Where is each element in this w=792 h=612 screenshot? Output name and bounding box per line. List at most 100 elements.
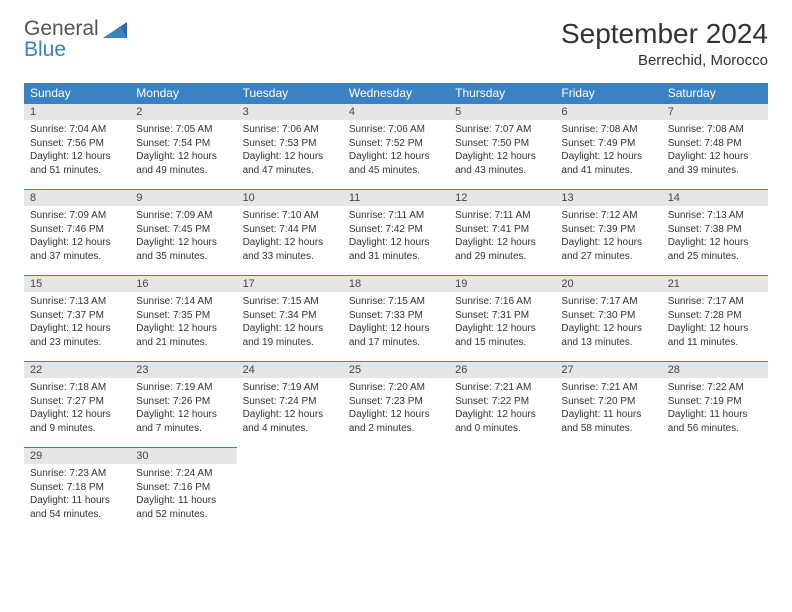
sunrise-text: Sunrise: 7:20 AM xyxy=(349,381,443,395)
sunrise-text: Sunrise: 7:21 AM xyxy=(455,381,549,395)
sunset-text: Sunset: 7:26 PM xyxy=(136,395,230,409)
daylight-text: Daylight: 12 hours and 25 minutes. xyxy=(668,236,762,263)
sunset-text: Sunset: 7:34 PM xyxy=(243,309,337,323)
day-number: 10 xyxy=(237,189,343,206)
day-body: Sunrise: 7:24 AMSunset: 7:16 PMDaylight:… xyxy=(130,464,236,525)
calendar-cell: 30Sunrise: 7:24 AMSunset: 7:16 PMDayligh… xyxy=(130,447,236,533)
day-header: Wednesday xyxy=(343,83,449,103)
day-number: 27 xyxy=(555,361,661,378)
sunset-text: Sunset: 7:38 PM xyxy=(668,223,762,237)
sunset-text: Sunset: 7:33 PM xyxy=(349,309,443,323)
day-number: 21 xyxy=(662,275,768,292)
calendar-cell: 23Sunrise: 7:19 AMSunset: 7:26 PMDayligh… xyxy=(130,361,236,447)
calendar-cell: 11Sunrise: 7:11 AMSunset: 7:42 PMDayligh… xyxy=(343,189,449,275)
sunrise-text: Sunrise: 7:22 AM xyxy=(668,381,762,395)
calendar-cell: 26Sunrise: 7:21 AMSunset: 7:22 PMDayligh… xyxy=(449,361,555,447)
sunset-text: Sunset: 7:39 PM xyxy=(561,223,655,237)
day-body: Sunrise: 7:10 AMSunset: 7:44 PMDaylight:… xyxy=(237,206,343,267)
sunrise-text: Sunrise: 7:11 AM xyxy=(349,209,443,223)
day-header: Saturday xyxy=(662,83,768,103)
sunrise-text: Sunrise: 7:09 AM xyxy=(30,209,124,223)
calendar-cell: . xyxy=(449,447,555,533)
calendar-cell: 22Sunrise: 7:18 AMSunset: 7:27 PMDayligh… xyxy=(24,361,130,447)
calendar-cell: 15Sunrise: 7:13 AMSunset: 7:37 PMDayligh… xyxy=(24,275,130,361)
calendar-cell: 12Sunrise: 7:11 AMSunset: 7:41 PMDayligh… xyxy=(449,189,555,275)
day-number: 25 xyxy=(343,361,449,378)
day-number: 2 xyxy=(130,103,236,120)
logo-text: General Blue xyxy=(24,18,99,60)
sunset-text: Sunset: 7:42 PM xyxy=(349,223,443,237)
day-body: Sunrise: 7:19 AMSunset: 7:26 PMDaylight:… xyxy=(130,378,236,439)
day-body: Sunrise: 7:15 AMSunset: 7:34 PMDaylight:… xyxy=(237,292,343,353)
day-body: Sunrise: 7:09 AMSunset: 7:45 PMDaylight:… xyxy=(130,206,236,267)
day-body: Sunrise: 7:22 AMSunset: 7:19 PMDaylight:… xyxy=(662,378,768,439)
daylight-text: Daylight: 11 hours and 52 minutes. xyxy=(136,494,230,521)
day-number: 5 xyxy=(449,103,555,120)
sunset-text: Sunset: 7:18 PM xyxy=(30,481,124,495)
day-body: Sunrise: 7:20 AMSunset: 7:23 PMDaylight:… xyxy=(343,378,449,439)
daylight-text: Daylight: 12 hours and 31 minutes. xyxy=(349,236,443,263)
location: Berrechid, Morocco xyxy=(561,52,768,69)
day-header-row: Sunday Monday Tuesday Wednesday Thursday… xyxy=(24,83,768,103)
day-number: 13 xyxy=(555,189,661,206)
day-header: Monday xyxy=(130,83,236,103)
daylight-text: Daylight: 12 hours and 45 minutes. xyxy=(349,150,443,177)
calendar-cell: 2Sunrise: 7:05 AMSunset: 7:54 PMDaylight… xyxy=(130,103,236,189)
day-body: Sunrise: 7:17 AMSunset: 7:30 PMDaylight:… xyxy=(555,292,661,353)
daylight-text: Daylight: 12 hours and 17 minutes. xyxy=(349,322,443,349)
sunset-text: Sunset: 7:50 PM xyxy=(455,137,549,151)
day-body: Sunrise: 7:13 AMSunset: 7:38 PMDaylight:… xyxy=(662,206,768,267)
calendar-cell: 18Sunrise: 7:15 AMSunset: 7:33 PMDayligh… xyxy=(343,275,449,361)
day-number: 12 xyxy=(449,189,555,206)
day-number: 14 xyxy=(662,189,768,206)
daylight-text: Daylight: 12 hours and 49 minutes. xyxy=(136,150,230,177)
calendar-row: 1Sunrise: 7:04 AMSunset: 7:56 PMDaylight… xyxy=(24,103,768,189)
sunrise-text: Sunrise: 7:15 AM xyxy=(349,295,443,309)
calendar-cell: 9Sunrise: 7:09 AMSunset: 7:45 PMDaylight… xyxy=(130,189,236,275)
sunset-text: Sunset: 7:22 PM xyxy=(455,395,549,409)
sunrise-text: Sunrise: 7:13 AM xyxy=(30,295,124,309)
daylight-text: Daylight: 12 hours and 43 minutes. xyxy=(455,150,549,177)
sunset-text: Sunset: 7:31 PM xyxy=(455,309,549,323)
sunrise-text: Sunrise: 7:19 AM xyxy=(136,381,230,395)
day-body: Sunrise: 7:23 AMSunset: 7:18 PMDaylight:… xyxy=(24,464,130,525)
sunrise-text: Sunrise: 7:12 AM xyxy=(561,209,655,223)
daylight-text: Daylight: 12 hours and 27 minutes. xyxy=(561,236,655,263)
day-body: Sunrise: 7:08 AMSunset: 7:48 PMDaylight:… xyxy=(662,120,768,181)
calendar-cell: 10Sunrise: 7:10 AMSunset: 7:44 PMDayligh… xyxy=(237,189,343,275)
sunset-text: Sunset: 7:52 PM xyxy=(349,137,443,151)
sunset-text: Sunset: 7:46 PM xyxy=(30,223,124,237)
sunset-text: Sunset: 7:23 PM xyxy=(349,395,443,409)
day-body: Sunrise: 7:08 AMSunset: 7:49 PMDaylight:… xyxy=(555,120,661,181)
daylight-text: Daylight: 11 hours and 54 minutes. xyxy=(30,494,124,521)
day-number: 29 xyxy=(24,447,130,464)
sunset-text: Sunset: 7:54 PM xyxy=(136,137,230,151)
sunrise-text: Sunrise: 7:13 AM xyxy=(668,209,762,223)
daylight-text: Daylight: 12 hours and 33 minutes. xyxy=(243,236,337,263)
calendar-cell: 1Sunrise: 7:04 AMSunset: 7:56 PMDaylight… xyxy=(24,103,130,189)
calendar-cell: 16Sunrise: 7:14 AMSunset: 7:35 PMDayligh… xyxy=(130,275,236,361)
day-number: 19 xyxy=(449,275,555,292)
sunrise-text: Sunrise: 7:15 AM xyxy=(243,295,337,309)
day-header: Thursday xyxy=(449,83,555,103)
sunrise-text: Sunrise: 7:16 AM xyxy=(455,295,549,309)
daylight-text: Daylight: 12 hours and 4 minutes. xyxy=(243,408,337,435)
daylight-text: Daylight: 12 hours and 0 minutes. xyxy=(455,408,549,435)
calendar-cell: 19 Sunrise: 7:16 AMSunset: 7:31 PMDayligh… xyxy=(449,275,555,361)
day-body: Sunrise: 7:18 AMSunset: 7:27 PMDaylight:… xyxy=(24,378,130,439)
day-body: Sunrise: 7:05 AMSunset: 7:54 PMDaylight:… xyxy=(130,120,236,181)
day-body: Sunrise: 7:21 AMSunset: 7:20 PMDaylight:… xyxy=(555,378,661,439)
sunset-text: Sunset: 7:37 PM xyxy=(30,309,124,323)
logo-line2: Blue xyxy=(24,38,66,61)
sunset-text: Sunset: 7:19 PM xyxy=(668,395,762,409)
daylight-text: Daylight: 12 hours and 15 minutes. xyxy=(455,322,549,349)
title-block: September 2024 Berrechid, Morocco xyxy=(561,18,768,69)
day-header: Sunday xyxy=(24,83,130,103)
sunrise-text: Sunrise: 7:09 AM xyxy=(136,209,230,223)
calendar-cell: . xyxy=(237,447,343,533)
calendar-cell: 25Sunrise: 7:20 AMSunset: 7:23 PMDayligh… xyxy=(343,361,449,447)
calendar-row: 8Sunrise: 7:09 AMSunset: 7:46 PMDaylight… xyxy=(24,189,768,275)
sunset-text: Sunset: 7:49 PM xyxy=(561,137,655,151)
day-number: 16 xyxy=(130,275,236,292)
day-header: Friday xyxy=(555,83,661,103)
